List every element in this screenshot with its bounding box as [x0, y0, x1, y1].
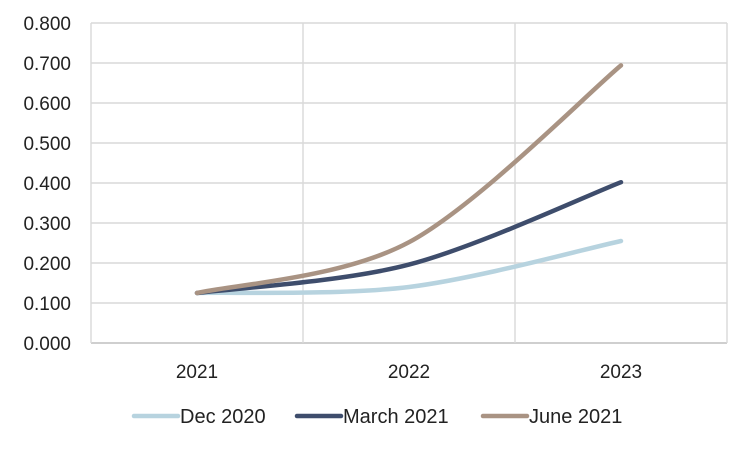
- series-line-march-2021: [194, 179, 624, 296]
- legend-item-dec-2020: Dec 2020: [131, 406, 266, 428]
- series-line-dec-2020: [194, 238, 624, 296]
- legend-item-march-2021: March 2021: [294, 406, 449, 428]
- tick-label-layer: 0.000 0.100 0.200 0.300 0.400 0.500 0.600 0.700…: [23, 14, 642, 383]
- y-tick-label: 0.500: [23, 134, 71, 155]
- legend: Dec 2020 March 2021 June 2021: [131, 406, 622, 428]
- y-tick-label: 0.200: [23, 254, 71, 275]
- series-layer: [194, 63, 624, 296]
- legend-label: March 2021: [343, 406, 449, 428]
- legend-label: June 2021: [529, 406, 622, 428]
- legend-item-june-2021: June 2021: [480, 406, 622, 428]
- y-tick-label: 0.700: [23, 54, 71, 75]
- grid-layer: [91, 22, 727, 304]
- x-tick-label: 2021: [176, 362, 218, 383]
- axis-layer: [90, 23, 728, 344]
- y-tick-label: 0.600: [23, 94, 71, 115]
- y-tick-label: 0.400: [23, 174, 71, 195]
- x-tick-label: 2022: [388, 362, 430, 383]
- series-line-june-2021: [194, 63, 624, 296]
- y-tick-label: 0.100: [23, 294, 71, 315]
- legend-label: Dec 2020: [180, 406, 266, 428]
- x-tick-label: 2023: [600, 362, 642, 383]
- y-tick-label: 0.000: [23, 334, 71, 355]
- y-tick-label: 0.300: [23, 214, 71, 235]
- y-tick-label: 0.800: [23, 14, 71, 35]
